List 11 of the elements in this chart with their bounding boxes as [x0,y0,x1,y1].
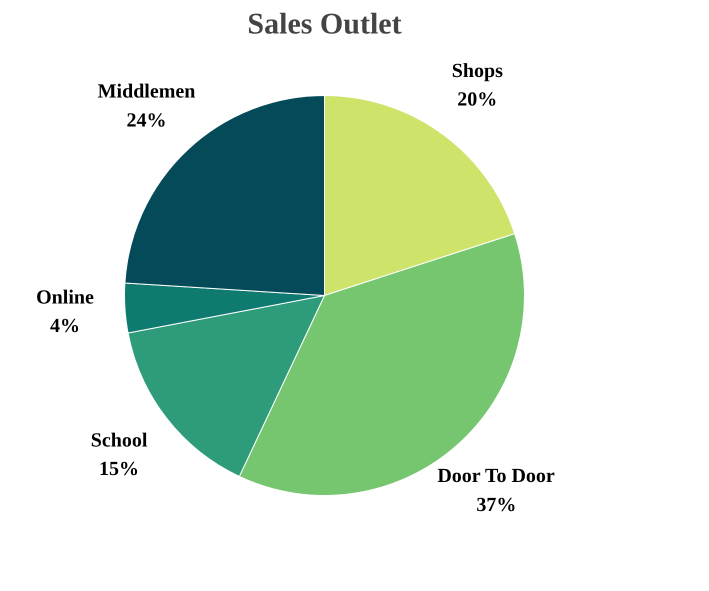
slice-label: School [90,430,148,452]
slice-label: Middlemen [98,80,196,103]
data-label: 20% [457,88,498,110]
slice-label: Shops [452,60,504,82]
chart-title: Sales Outlet [247,8,402,40]
data-label: 15% [99,458,140,480]
data-label: 24% [126,109,167,132]
slice-label: Online [36,286,94,309]
data-label: 4% [50,315,80,338]
slice-label: Door To Door [437,465,555,488]
data-label: 37% [476,494,516,516]
